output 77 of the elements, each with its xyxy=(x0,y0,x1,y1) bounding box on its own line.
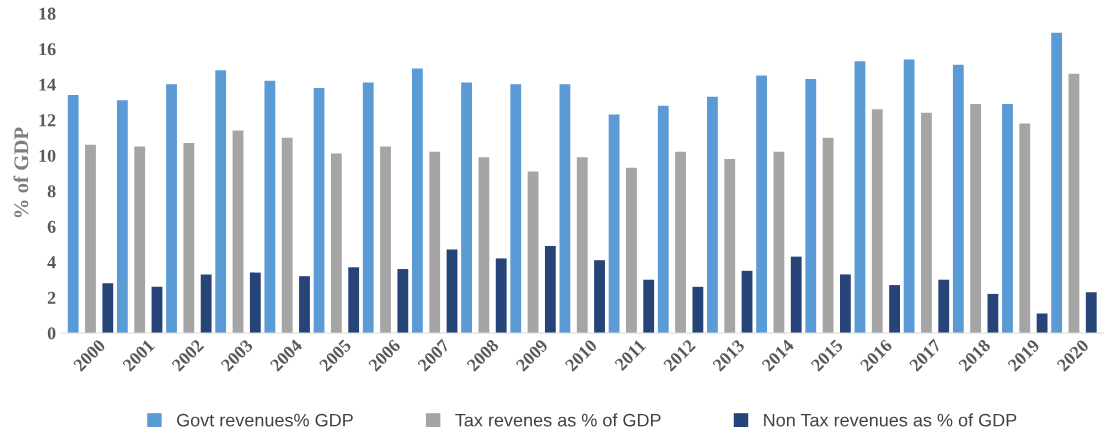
bar xyxy=(773,151,785,333)
y-tick-label: 6 xyxy=(47,220,56,233)
legend-label: Non Tax revenues as % of GDP xyxy=(764,413,1017,427)
bar xyxy=(348,267,360,333)
bar xyxy=(85,144,96,333)
bar xyxy=(741,270,753,333)
y-axis-title: % of GDP xyxy=(13,127,29,218)
bar xyxy=(625,167,637,333)
bar xyxy=(446,249,458,333)
bar xyxy=(756,75,768,333)
y-tick-label: 2 xyxy=(47,291,56,304)
bar xyxy=(380,146,391,333)
bar xyxy=(987,293,999,333)
bar xyxy=(805,79,817,333)
bar xyxy=(330,153,342,333)
bar xyxy=(952,64,964,333)
bar xyxy=(510,84,522,333)
bar xyxy=(411,68,423,333)
bar xyxy=(1051,32,1063,333)
y-tick-label: 10 xyxy=(39,149,56,162)
bar xyxy=(576,157,588,333)
bar xyxy=(215,70,227,333)
bar xyxy=(871,109,883,333)
bar xyxy=(264,80,276,333)
bar xyxy=(675,151,686,333)
bar xyxy=(643,279,655,333)
bar xyxy=(790,256,802,333)
bar xyxy=(151,286,163,333)
bar xyxy=(692,286,704,333)
bar xyxy=(362,82,374,333)
bar xyxy=(970,103,982,333)
bar xyxy=(544,245,556,333)
legend-label: Govt revenues% GDP xyxy=(177,413,353,427)
y-tick-label: 12 xyxy=(39,114,56,127)
bar xyxy=(594,260,605,333)
y-tick-label: 14 xyxy=(39,78,56,91)
bar xyxy=(724,158,736,333)
bar xyxy=(1036,313,1048,333)
y-tick-label: 4 xyxy=(47,256,56,269)
y-tick-label: 16 xyxy=(39,43,56,56)
bar xyxy=(608,114,620,333)
y-tick-label: 18 xyxy=(39,7,56,20)
bar xyxy=(429,151,441,333)
bar xyxy=(854,61,866,333)
bar xyxy=(1068,73,1080,333)
bar xyxy=(839,274,851,333)
bar xyxy=(313,87,325,333)
bar xyxy=(921,112,932,333)
bar xyxy=(707,96,718,333)
bar xyxy=(1085,292,1097,333)
bar xyxy=(1019,123,1031,333)
bar xyxy=(478,157,490,333)
bar xyxy=(67,95,79,333)
bar xyxy=(903,59,915,333)
bar xyxy=(559,84,571,333)
bar xyxy=(1002,103,1013,333)
bar xyxy=(889,285,900,333)
legend-label: Tax revenes as % of GDP xyxy=(455,413,661,427)
bar xyxy=(527,171,539,333)
bar xyxy=(281,137,293,333)
bar xyxy=(495,258,507,333)
bar xyxy=(166,84,177,333)
bar xyxy=(116,100,128,333)
bar xyxy=(232,130,244,333)
bar xyxy=(249,272,261,333)
bar xyxy=(938,279,950,333)
bar xyxy=(200,274,212,333)
bar xyxy=(657,105,669,333)
bar xyxy=(134,146,146,333)
y-tick-label: 0 xyxy=(47,327,56,340)
y-tick-label: 8 xyxy=(47,185,56,198)
bar xyxy=(183,142,195,333)
bar xyxy=(461,82,472,333)
bar xyxy=(822,137,834,333)
bar xyxy=(299,276,310,333)
bar xyxy=(397,269,409,333)
bar xyxy=(102,283,114,333)
